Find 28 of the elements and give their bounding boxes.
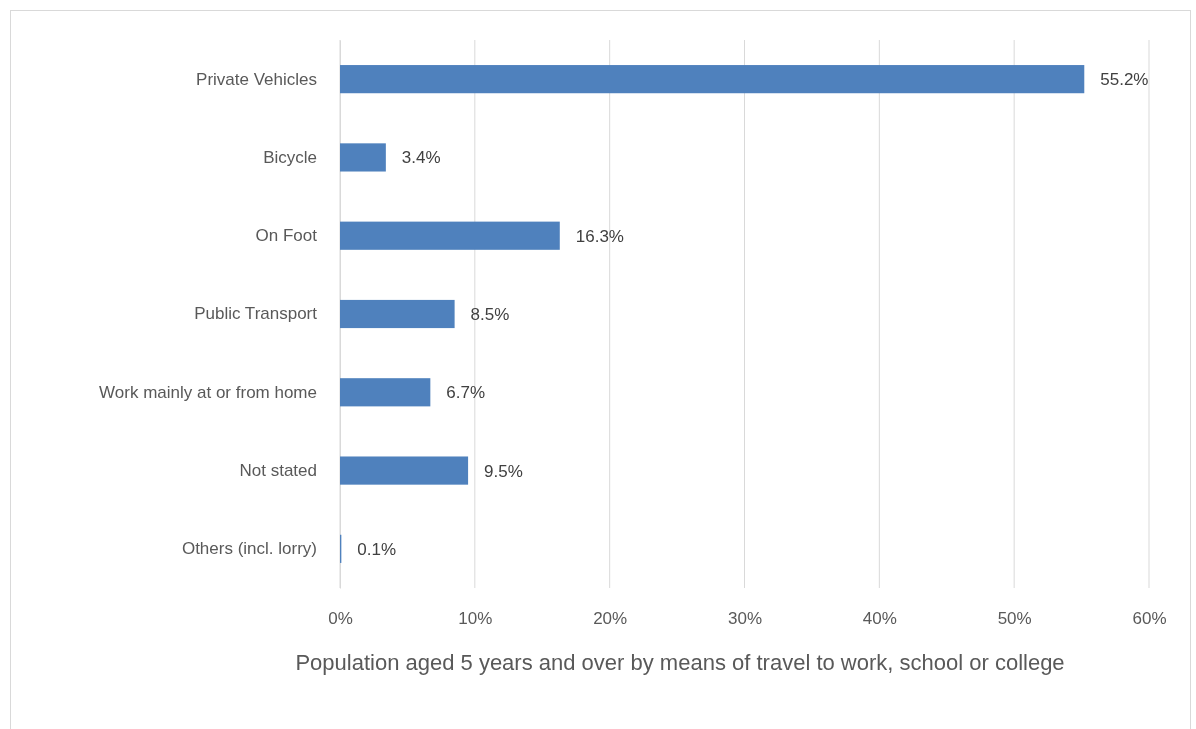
bar: [340, 378, 431, 407]
data-label: 3.4%: [401, 148, 441, 168]
data-label: 0.1%: [357, 539, 397, 559]
x-tick-label: 0%: [328, 609, 353, 629]
x-tick-label: 10%: [458, 609, 493, 629]
y-tick-label: Public Transport: [194, 304, 318, 324]
bar: [340, 456, 469, 485]
x-tick-label: 40%: [862, 609, 897, 629]
x-tick-label: 50%: [997, 609, 1032, 629]
x-tick-label: 30%: [727, 609, 763, 629]
x-tick-label: 20%: [593, 609, 628, 629]
y-tick-label: Private Vehicles: [196, 69, 317, 89]
bar: [340, 299, 455, 329]
y-tick-label: Work mainly at or from home: [99, 382, 317, 402]
data-label: 8.5%: [470, 304, 510, 324]
x-tick-label: 60%: [1132, 609, 1167, 629]
y-tick-label: On Foot: [255, 226, 318, 246]
y-tick-label: Others (incl. lorry): [181, 539, 317, 559]
data-label: 9.5%: [484, 461, 523, 481]
bar: [340, 221, 560, 250]
bar: [340, 143, 386, 172]
x-axis-title: Population aged 5 years and over by means of travel to work, school or college: [295, 650, 1065, 675]
data-label: 16.3%: [575, 226, 624, 246]
bar: [340, 65, 1085, 94]
y-tick-label: Bicycle: [263, 147, 317, 167]
y-tick-label: Not stated: [239, 461, 317, 481]
data-label: 55.2%: [1100, 70, 1149, 90]
data-label: 6.7%: [446, 383, 486, 403]
